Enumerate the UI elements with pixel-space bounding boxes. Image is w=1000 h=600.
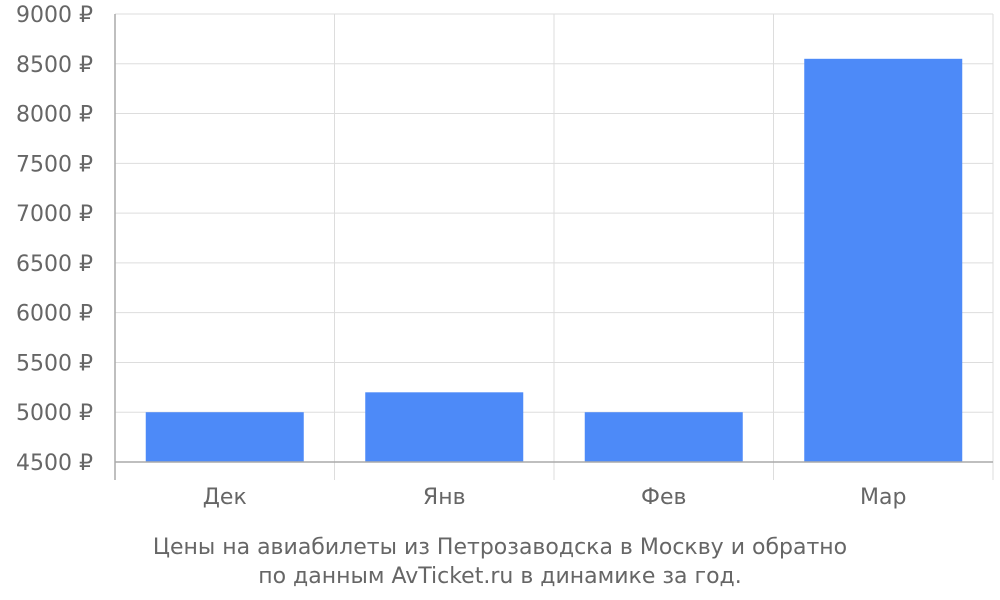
chart-caption-line-2: по данным AvTicket.ru в динамике за год. <box>258 564 742 589</box>
x-tick-label: Дек <box>203 485 247 510</box>
y-tick-label: 6500 ₽ <box>16 252 93 277</box>
y-tick-label: 4500 ₽ <box>16 451 93 476</box>
y-tick-label: 6000 ₽ <box>16 302 93 327</box>
y-tick-label: 8000 ₽ <box>16 103 93 128</box>
x-tick-label: Янв <box>423 485 466 510</box>
chart-caption-line-1: Цены на авиабилеты из Петрозаводска в Мо… <box>152 535 848 560</box>
axes <box>114 14 993 480</box>
bars <box>145 58 963 463</box>
grid <box>115 13 994 480</box>
y-tick-label: 5000 ₽ <box>16 401 93 426</box>
y-tick-label: 7000 ₽ <box>16 202 93 227</box>
x-tick-label: Фев <box>641 485 686 510</box>
y-tick-label: 7500 ₽ <box>16 152 93 177</box>
x-tick-label: Мар <box>860 485 906 510</box>
bar-3 <box>584 412 743 462</box>
bar-1 <box>145 412 304 462</box>
y-tick-labels: 4500 ₽ 5000 ₽ 5500 ₽ 6000 ₽ 6500 ₽ 7000 ₽ 7500… <box>16 3 93 476</box>
y-tick-label: 9000 ₽ <box>16 3 93 28</box>
bar-2 <box>365 392 524 462</box>
y-tick-label: 5500 ₽ <box>16 351 93 376</box>
x-tick-labels: Дек Янв Фев Мар <box>203 485 907 510</box>
bar-4 <box>804 58 963 463</box>
y-tick-label: 8500 ₽ <box>16 53 93 78</box>
